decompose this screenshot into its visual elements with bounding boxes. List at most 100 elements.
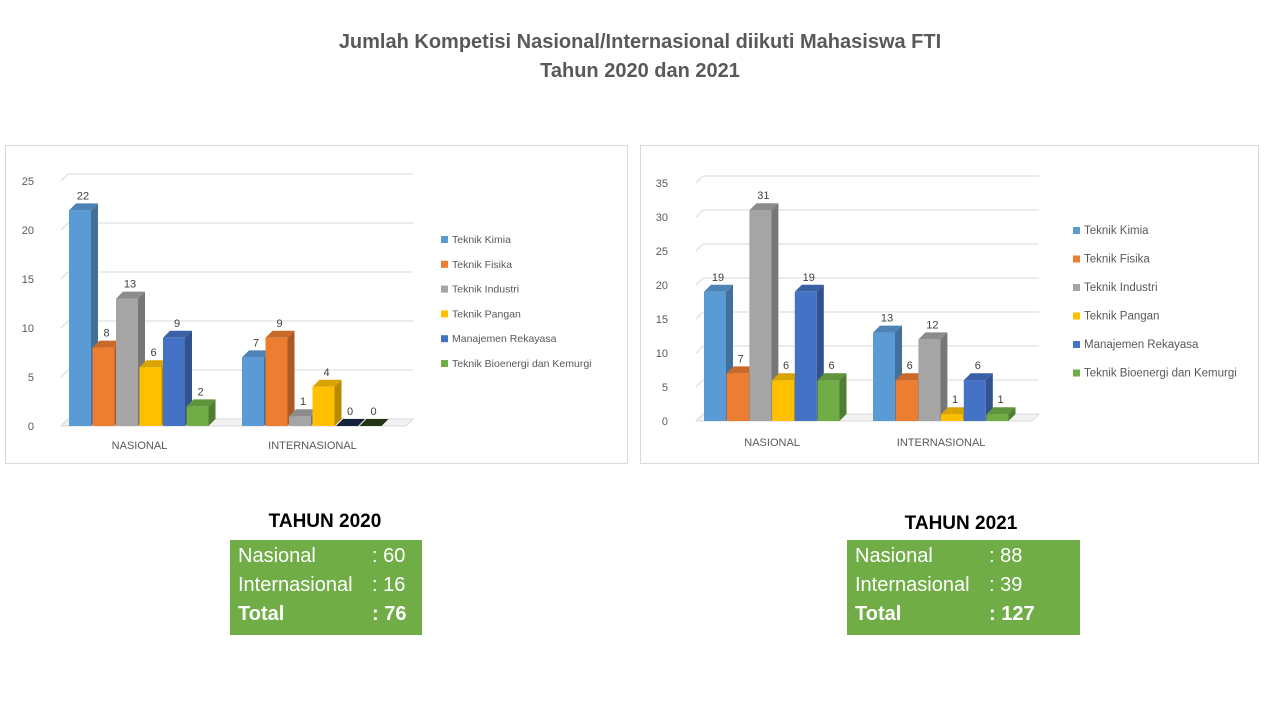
- bar: [873, 325, 902, 421]
- x-category-label: NASIONAL: [112, 440, 168, 452]
- gridline: [695, 243, 704, 252]
- y-tick-label: 25: [656, 246, 668, 258]
- x-category-label: NASIONAL: [744, 437, 800, 449]
- legend-swatch: [441, 335, 448, 343]
- summary-2021-total: Total : 127: [855, 600, 1080, 629]
- nasional-label: Nasional: [855, 545, 933, 567]
- data-label: 7: [253, 337, 259, 349]
- legend-swatch: [441, 260, 448, 268]
- nasional-label: Nasional: [238, 545, 316, 567]
- y-tick-label: 10: [656, 348, 668, 360]
- legend-label: Manajemen Rekayasa: [452, 333, 557, 345]
- legend-label: Teknik Pangan: [1084, 311, 1159, 323]
- legend-swatch: [1073, 341, 1080, 348]
- bar: [704, 284, 733, 421]
- summary-2021: Nasional : 88 Internasional : 39 Total :…: [847, 540, 1080, 635]
- data-label: 6: [975, 360, 981, 372]
- legend-swatch: [441, 236, 448, 243]
- gridline: [695, 175, 704, 184]
- bar: [963, 373, 993, 421]
- gridline: [60, 222, 69, 231]
- gridline: [60, 173, 69, 182]
- data-label: 22: [77, 190, 89, 202]
- internasional-label: Internasional: [238, 574, 353, 596]
- gridline: [695, 311, 704, 320]
- legend-label: Teknik Bioenergi dan Kemurgi: [1084, 368, 1237, 380]
- data-label: 1: [300, 396, 306, 408]
- total-value: : 127: [989, 603, 1035, 625]
- legend-swatch: [1073, 312, 1080, 320]
- total-label: Total: [855, 603, 902, 625]
- legend-label: Teknik Fisika: [452, 259, 512, 271]
- summary-2020-internasional: Internasional : 16: [238, 571, 422, 600]
- data-label: 13: [881, 313, 893, 325]
- data-label: 6: [783, 360, 789, 372]
- total-label: Total: [238, 603, 285, 625]
- bar: [163, 330, 192, 426]
- x-category-label: INTERNASIONAL: [897, 437, 986, 449]
- legend-swatch: [1073, 369, 1080, 377]
- data-label: 9: [174, 318, 180, 330]
- chart-2020-svg: 0 5 10 15 20 25 22 8 13 6 9 2 NASIONAL 7 9 1 4 0 0 INTERNAS…: [22, 173, 592, 452]
- data-label: 8: [103, 328, 109, 340]
- internasional-value: : 39: [989, 574, 1023, 596]
- legend-label: Teknik Kimia: [1084, 225, 1149, 237]
- title-line-2: Tahun 2020 dan 2021: [540, 60, 740, 82]
- y-tick-label: 30: [656, 212, 668, 224]
- summary-2020-nasional: Nasional : 60: [238, 542, 422, 571]
- summary-2020-total: Total : 76: [238, 600, 422, 629]
- nasional-value: : 60: [372, 545, 406, 567]
- total-value: : 76: [372, 603, 407, 625]
- legend-swatch: [1073, 255, 1080, 263]
- year-label-2020: TAHUN 2020: [268, 511, 382, 532]
- legend-swatch: [441, 310, 448, 318]
- data-label: 1: [997, 394, 1003, 406]
- page-title: Jumlah Kompetisi Nasional/Internasional …: [0, 28, 1280, 86]
- gridline: [60, 369, 69, 378]
- bar: [918, 332, 948, 421]
- legend-label: Teknik Fisika: [1084, 254, 1150, 266]
- y-tick-label: 15: [656, 314, 668, 326]
- nasional-value: : 88: [989, 545, 1023, 567]
- y-tick-label: 20: [22, 225, 34, 237]
- legend-swatch: [441, 285, 448, 293]
- legend-label: Teknik Pangan: [452, 308, 521, 320]
- data-label: 13: [124, 279, 136, 291]
- data-label: 4: [323, 367, 329, 379]
- internasional-value: : 16: [372, 574, 406, 596]
- data-label: 31: [757, 190, 769, 202]
- data-label: 9: [276, 318, 282, 330]
- gridline: [695, 209, 704, 218]
- bar: [336, 419, 365, 426]
- gridline: [60, 271, 69, 280]
- bar: [986, 407, 1016, 421]
- data-label: 19: [712, 272, 724, 284]
- legend-label: Teknik Industri: [1084, 282, 1158, 294]
- internasional-label: Internasional: [855, 574, 970, 596]
- bar: [186, 399, 216, 426]
- data-label: 0: [370, 406, 376, 418]
- legend-label: Manajemen Rekayasa: [1084, 339, 1199, 351]
- legend-label: Teknik Bioenergi dan Kemurgi: [452, 358, 592, 370]
- gridline: [695, 345, 704, 354]
- bar: [265, 330, 295, 426]
- y-tick-label: 35: [656, 178, 668, 190]
- data-label: 7: [738, 353, 744, 365]
- data-label: 6: [150, 347, 156, 359]
- gridline: [695, 277, 704, 286]
- data-label: 0: [347, 406, 353, 418]
- y-tick-label: 0: [662, 416, 668, 428]
- y-tick-label: 25: [22, 176, 34, 188]
- gridline: [60, 320, 69, 329]
- bar: [312, 379, 342, 426]
- year-label-2021: TAHUN 2021: [904, 513, 1018, 534]
- y-tick-label: 20: [656, 280, 668, 292]
- data-label: 1: [952, 394, 958, 406]
- data-label: 6: [828, 360, 834, 372]
- bar: [817, 373, 847, 421]
- data-label: 19: [803, 272, 815, 284]
- legend-label: Teknik Industri: [452, 284, 519, 296]
- summary-2021-internasional: Internasional : 39: [855, 571, 1080, 600]
- y-tick-label: 10: [22, 323, 34, 335]
- legend-swatch: [441, 360, 448, 367]
